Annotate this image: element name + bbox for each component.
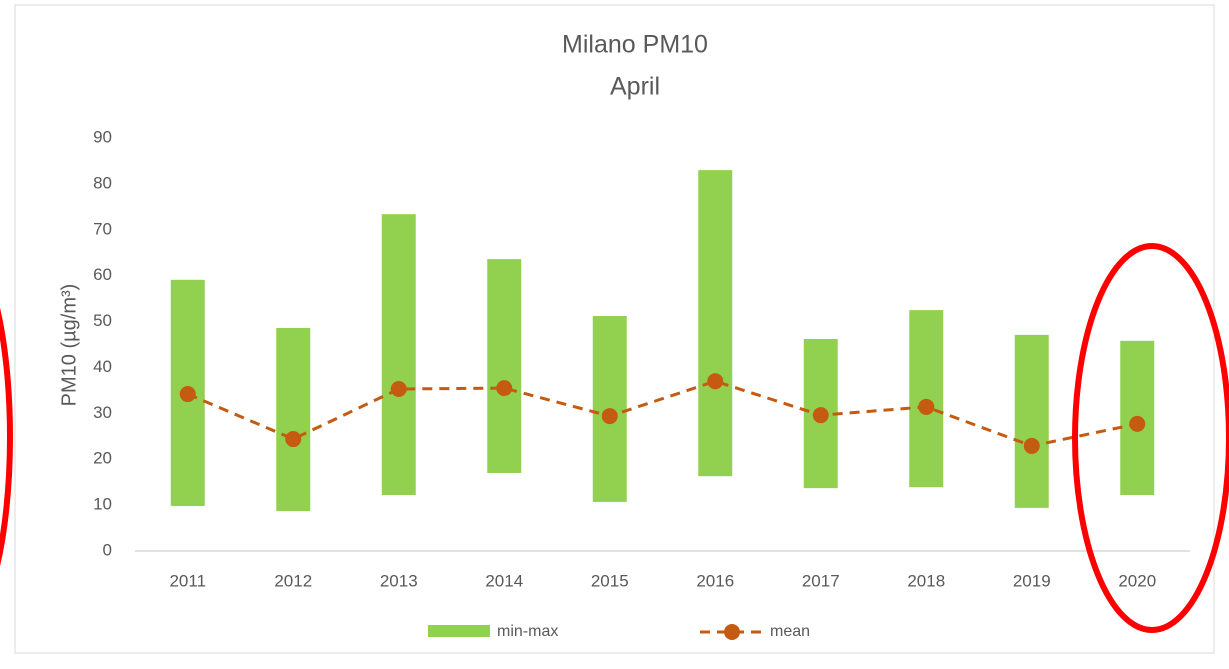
legend-swatch bbox=[428, 625, 490, 637]
y-tick-label: 0 bbox=[103, 540, 112, 559]
range-bar bbox=[487, 259, 522, 473]
range-bar bbox=[909, 310, 944, 488]
mean-point bbox=[179, 386, 196, 403]
x-tick-label: 2014 bbox=[485, 571, 523, 590]
y-axis-label: PM10 (µg/m³) bbox=[58, 284, 80, 407]
range-bar bbox=[381, 214, 416, 496]
x-tick-label: 2015 bbox=[591, 571, 629, 590]
mean-point bbox=[1129, 415, 1146, 432]
y-tick-label: 30 bbox=[93, 403, 112, 422]
x-tick-label: 2017 bbox=[802, 571, 840, 590]
mean-point bbox=[285, 431, 302, 448]
y-tick-label: 20 bbox=[93, 449, 112, 468]
highlight-ellipse bbox=[0, 307, 13, 567]
mean-point bbox=[918, 398, 935, 415]
x-tick-label: 2018 bbox=[907, 571, 945, 590]
x-tick-label: 2019 bbox=[1013, 571, 1051, 590]
mean-point bbox=[707, 373, 724, 390]
mean-point bbox=[601, 408, 618, 425]
mean-point bbox=[812, 407, 829, 424]
legend-label: mean bbox=[770, 623, 810, 640]
x-tick-label: 2011 bbox=[169, 571, 206, 590]
x-tick-label: 2020 bbox=[1118, 571, 1156, 590]
range-bar bbox=[276, 327, 311, 512]
y-tick-label: 70 bbox=[93, 219, 112, 238]
legend-label: min-max bbox=[497, 623, 558, 640]
mean-point bbox=[390, 381, 407, 398]
chart-title: Milano PM10 bbox=[562, 31, 708, 59]
highlight-ellipse bbox=[1072, 243, 1229, 633]
y-tick-label: 10 bbox=[93, 495, 112, 514]
legend-marker bbox=[724, 624, 740, 640]
chart-subtitle: April bbox=[610, 73, 660, 101]
x-tick-label: 2012 bbox=[274, 571, 312, 590]
mean-point bbox=[1023, 437, 1040, 454]
mean-line bbox=[187, 379, 1138, 448]
range-bar bbox=[698, 170, 733, 477]
range-bar bbox=[1014, 334, 1049, 508]
y-tick-label: 60 bbox=[93, 265, 112, 284]
y-tick-label: 90 bbox=[93, 127, 112, 146]
y-tick-label: 40 bbox=[93, 357, 112, 376]
y-tick-label: 80 bbox=[93, 173, 112, 192]
y-tick-label: 50 bbox=[93, 311, 112, 330]
mean-point bbox=[496, 380, 513, 397]
x-tick-label: 2013 bbox=[380, 571, 418, 590]
x-tick-label: 2016 bbox=[696, 571, 734, 590]
